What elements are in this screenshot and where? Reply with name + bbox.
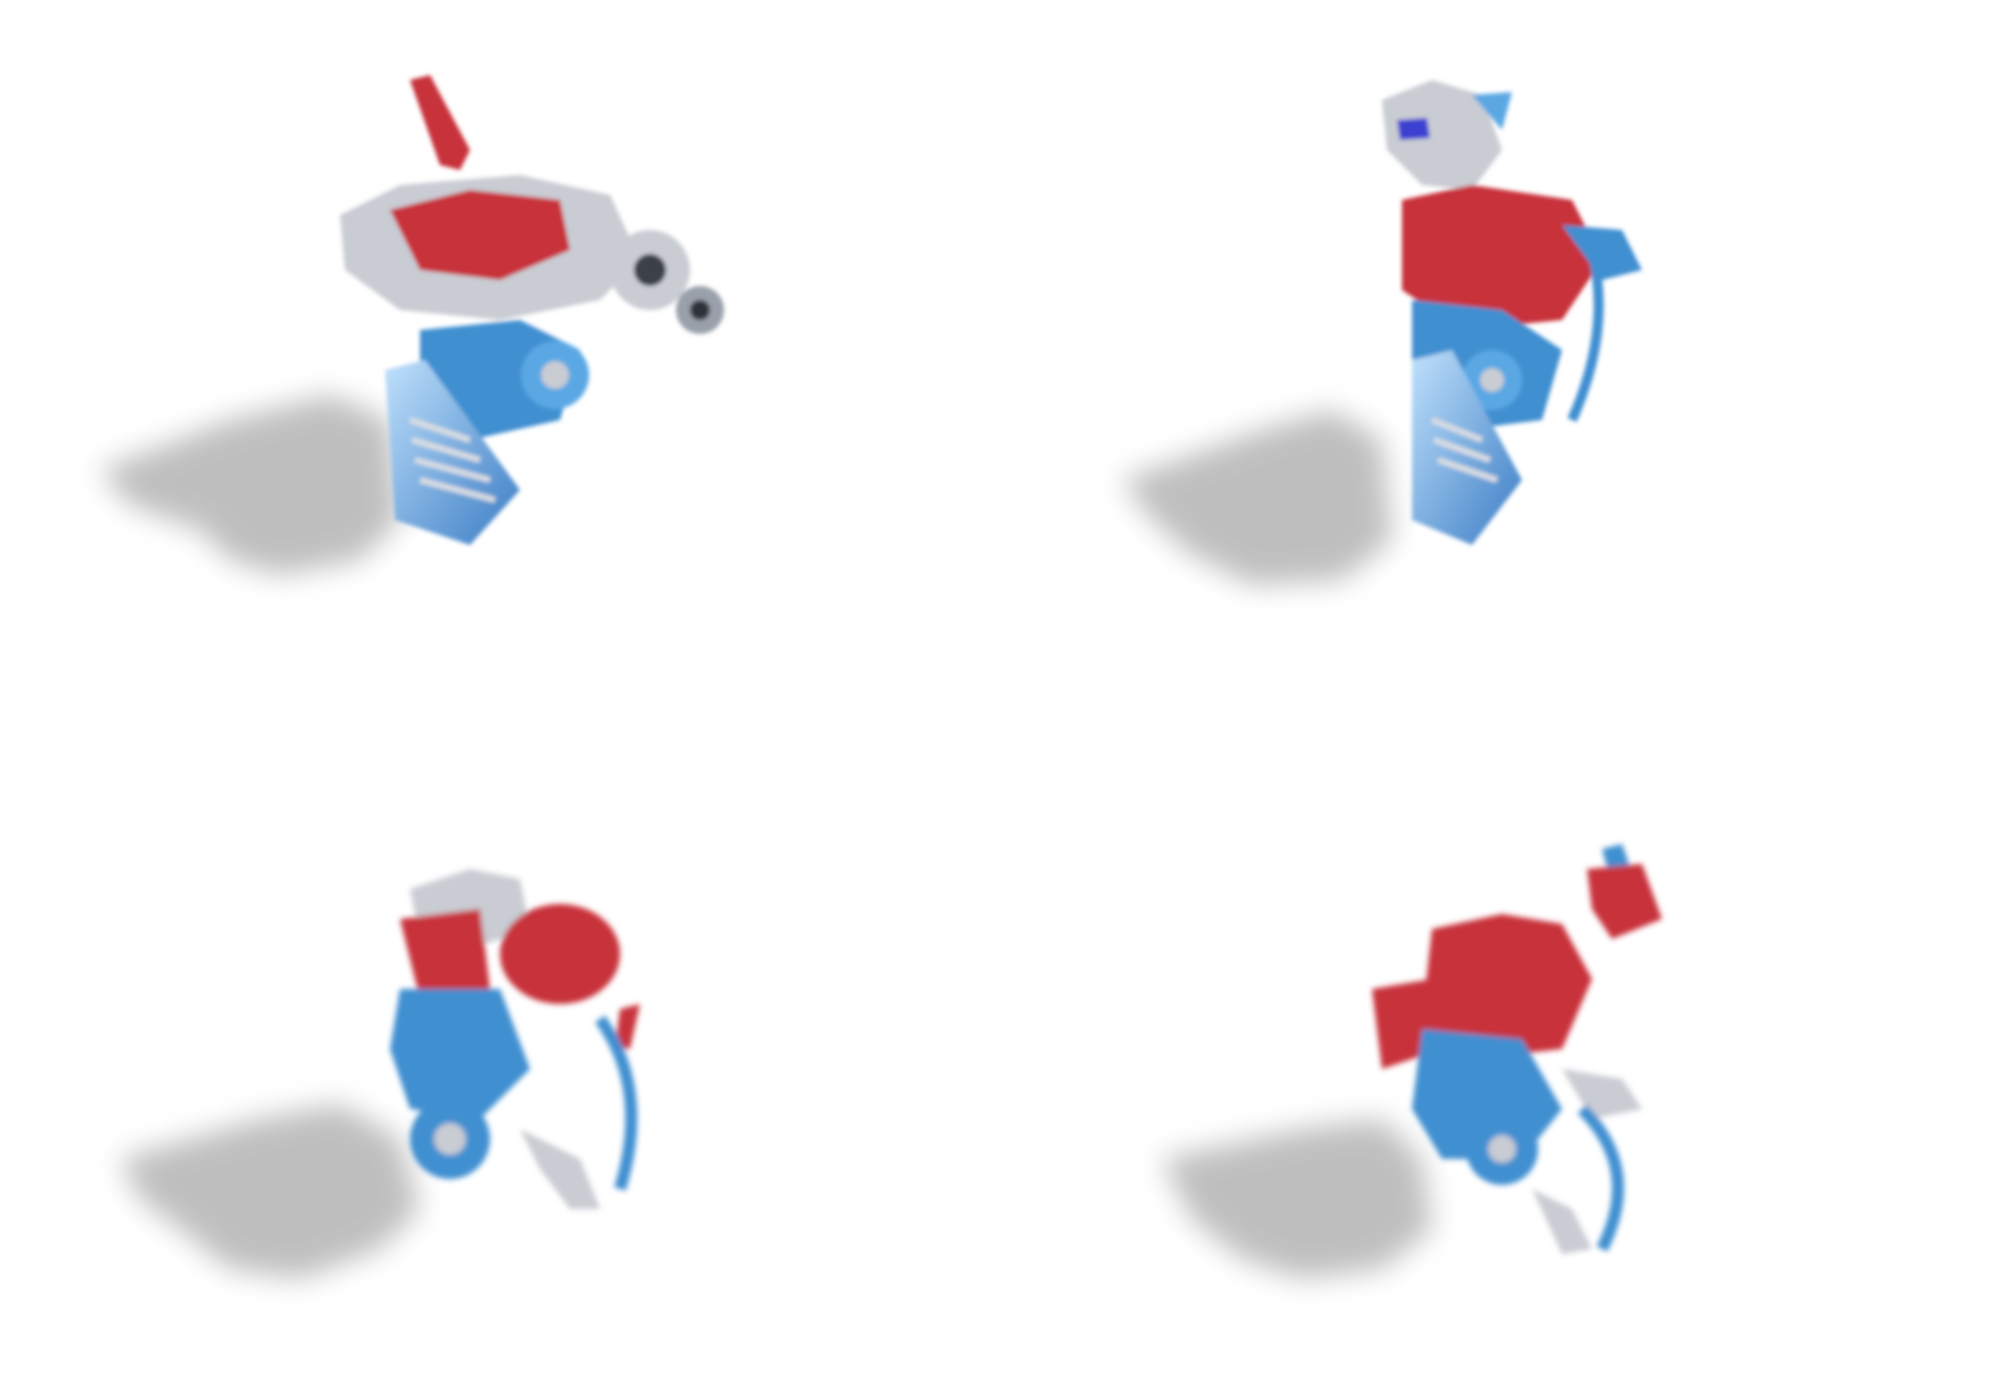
robot-figure [1382, 80, 1642, 545]
robot-figure [340, 75, 724, 545]
robot-render-4 [1162, 844, 1662, 1279]
robot-figure [1372, 844, 1662, 1254]
robot-figure [390, 869, 640, 1209]
robot-render-3 [120, 869, 640, 1279]
ground-shadow [120, 1104, 420, 1279]
frame-top-right [1002, 0, 2004, 689]
robot-render-1 [100, 75, 724, 575]
ground-shadow [1162, 1119, 1432, 1279]
frame-bottom-left [0, 689, 1002, 1378]
ground-shadow [1122, 410, 1392, 585]
robot-render-2 [1122, 80, 1642, 585]
ground-shadow [100, 395, 400, 575]
frame-bottom-right [1002, 689, 2004, 1378]
frame-top-left [0, 0, 1002, 689]
